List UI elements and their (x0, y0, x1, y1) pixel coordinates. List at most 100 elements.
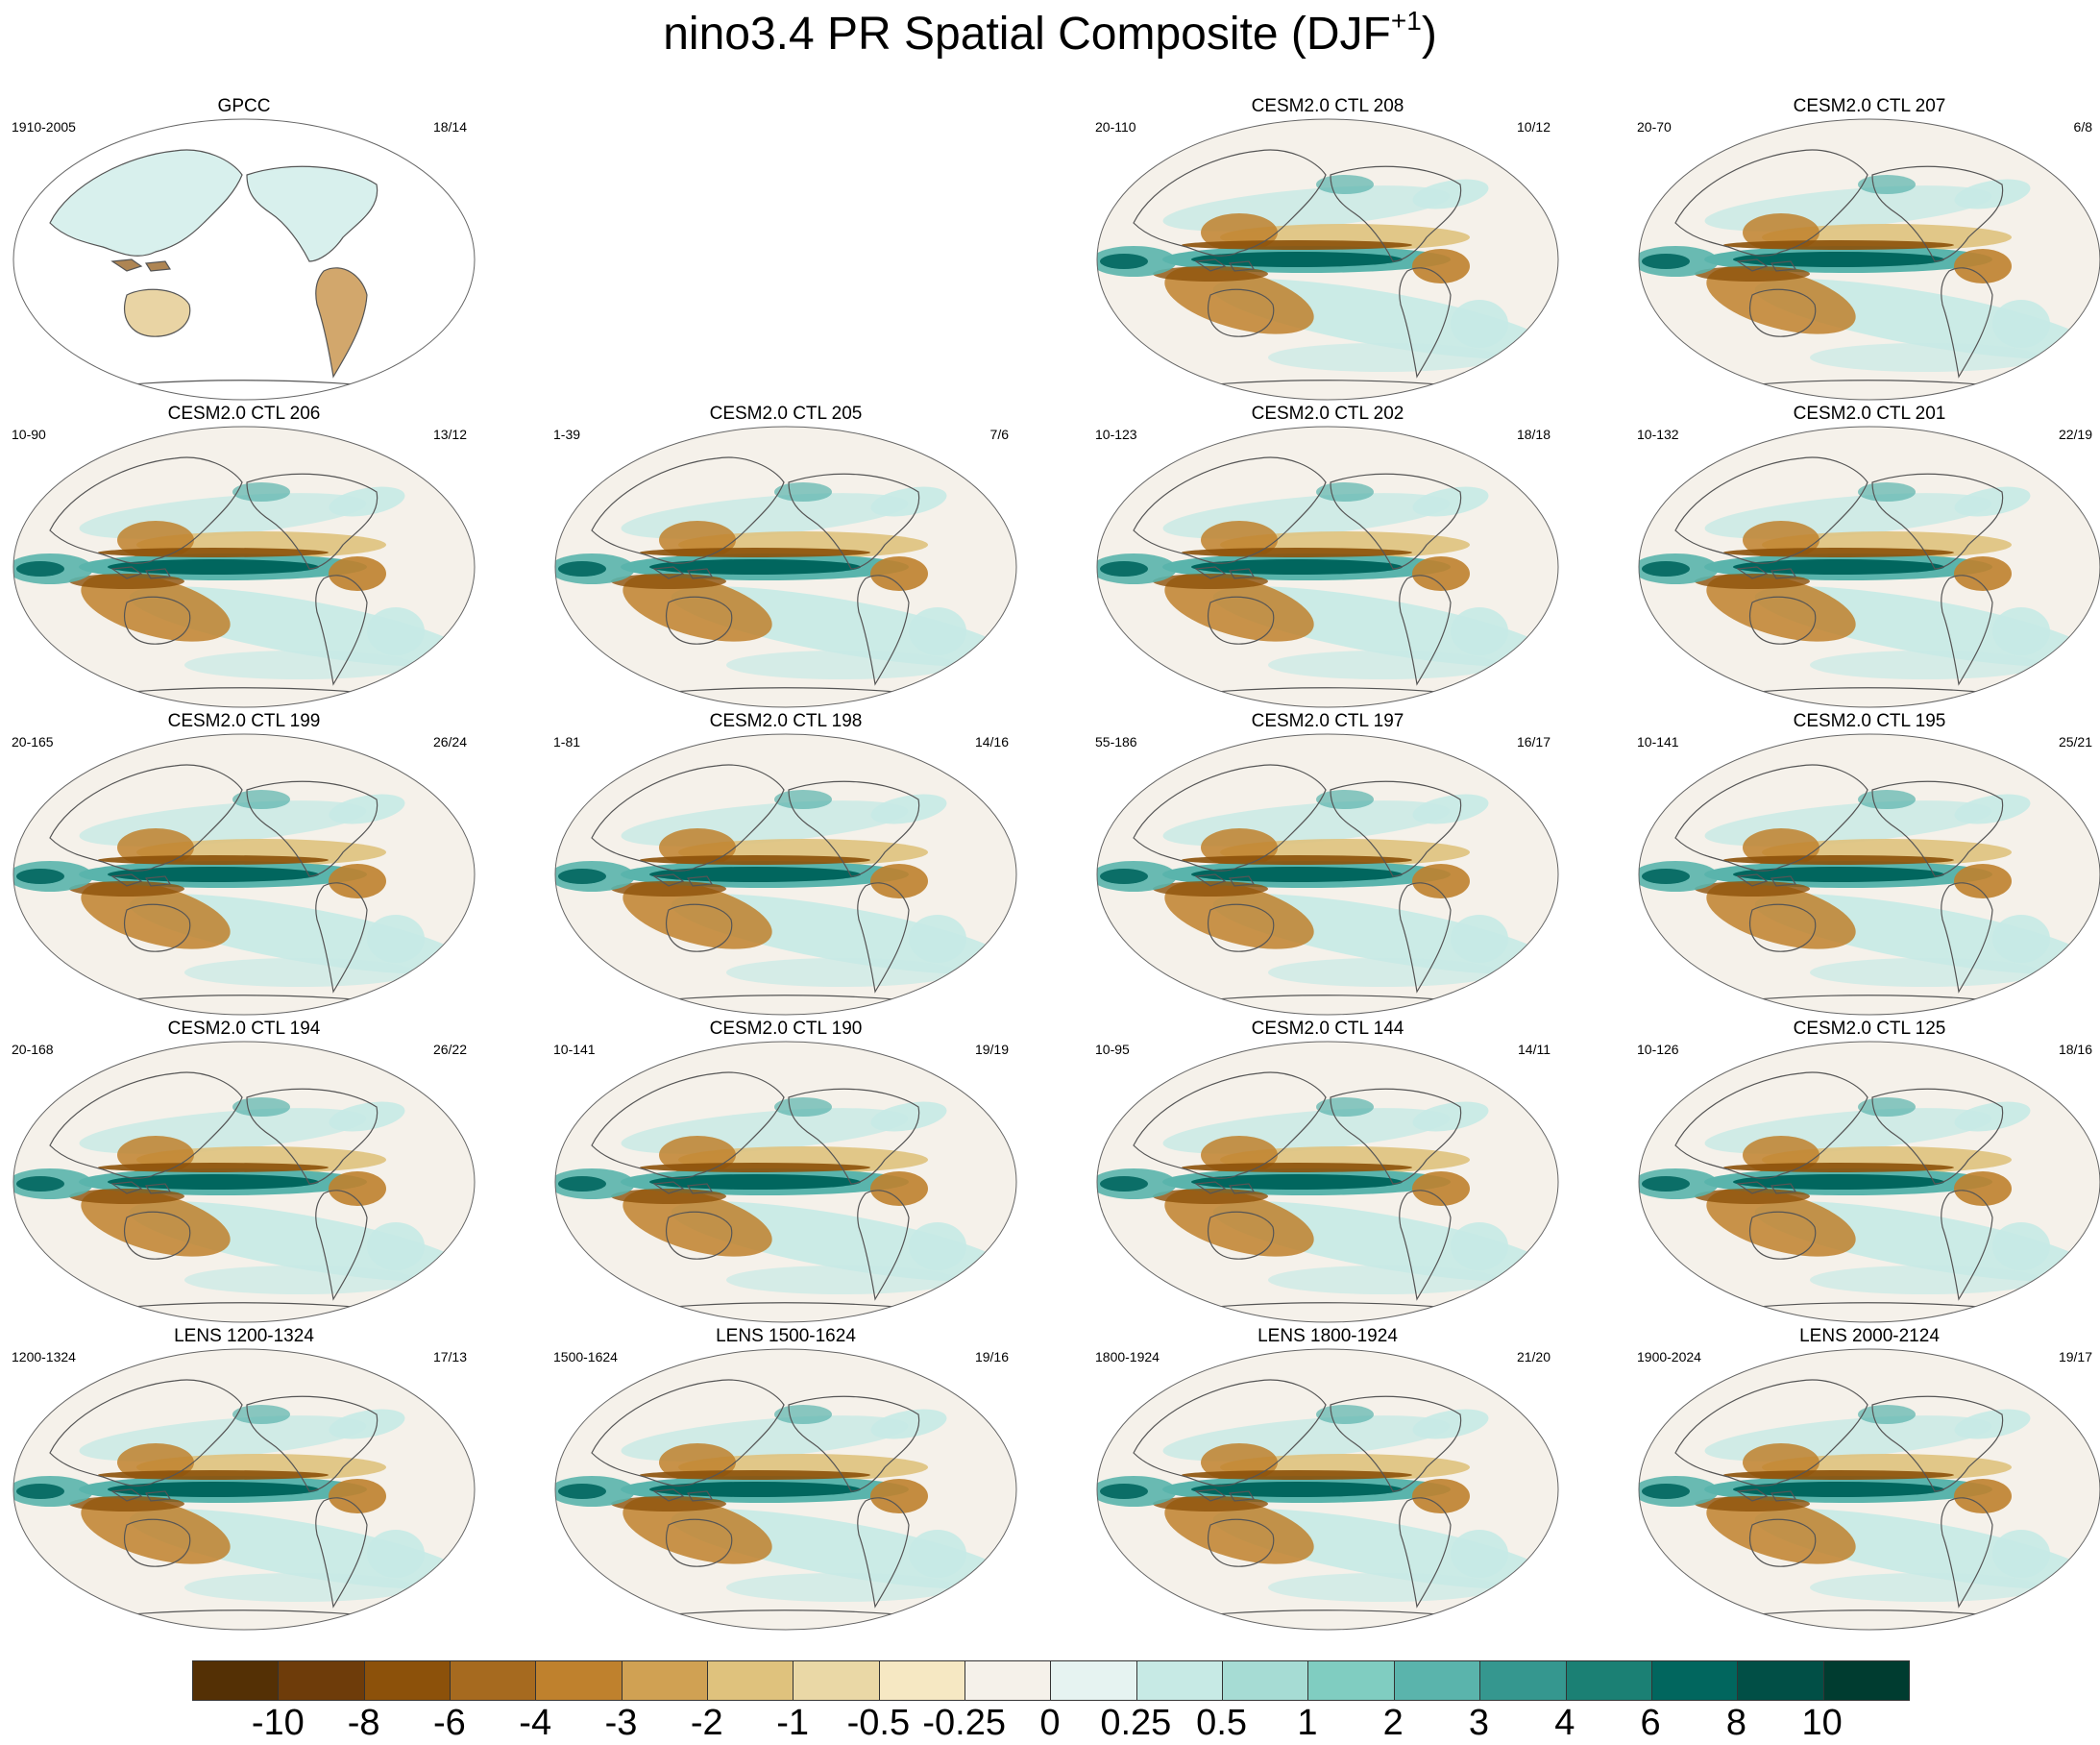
precip-anomaly-region (1810, 1573, 2040, 1602)
coastline-asia (591, 1379, 785, 1487)
precip-anomaly-region (1451, 1530, 1508, 1578)
precip-anomaly-region (16, 1176, 64, 1192)
coastline-namerica (1871, 780, 2004, 877)
precip-anomaly-region (1733, 252, 1944, 267)
colorbar-box (965, 1661, 1052, 1700)
coastline-namerica (788, 780, 920, 877)
precip-anomaly-region (98, 1163, 329, 1172)
precip-anomaly-region (1100, 869, 1148, 884)
precip-anomaly-region (1954, 1171, 2012, 1206)
precip-anomaly-region (1451, 300, 1508, 348)
precip-anomaly-region (623, 1495, 772, 1564)
precip-anomaly-region (1451, 1222, 1508, 1270)
panel-title: LENS 1500-1624 (716, 1326, 856, 1346)
colorbar-tick-label: -6 (432, 1703, 466, 1743)
panel-event-counts: 18/14 (432, 119, 467, 135)
coastline-samerica (1399, 882, 1452, 994)
coastline-asia (1674, 764, 1868, 872)
panel-event-counts: 14/11 (1518, 1042, 1551, 1057)
coastline-australia (1749, 903, 1817, 952)
coastline-australia (1208, 596, 1275, 645)
precip-anomaly-region (108, 559, 319, 575)
coastline-namerica (1330, 780, 1462, 877)
precip-anomaly-region (1706, 573, 1856, 642)
coastline-australia (666, 903, 733, 952)
precip-anomaly-region (1810, 958, 2040, 987)
precip-anomaly-region (1706, 1188, 1856, 1257)
precip-anomaly-region (623, 573, 772, 642)
precip-anomaly-region (1954, 179, 2031, 209)
map-boundary (1638, 426, 2100, 708)
map-panel-ctl207: CESM2.0 CTL 207 20-70 6/8 (1629, 96, 2100, 402)
precip-anomaly-region (1100, 561, 1148, 577)
colorbar-box (708, 1661, 794, 1700)
precip-anomaly-region (1954, 1479, 2012, 1513)
precip-anomaly-region (1268, 1266, 1499, 1294)
panel-title: CESM2.0 CTL 199 (167, 711, 321, 731)
panel-title: CESM2.0 CTL 206 (167, 404, 321, 424)
precip-anomaly-region (16, 1484, 64, 1499)
colorbar-box (279, 1661, 365, 1700)
map-panel-ctl125: CESM2.0 CTL 125 10-126 18/16 (1629, 1019, 2100, 1324)
precip-composite-map (1096, 426, 1559, 708)
precip-anomaly-region (1164, 265, 1314, 334)
precip-anomaly-region (1182, 855, 1412, 865)
precip-anomaly-region (367, 1530, 425, 1578)
coastline-indonesia (1736, 1181, 1797, 1194)
colorbar-box (193, 1661, 280, 1700)
precip-anomaly-region (1992, 1222, 2050, 1270)
colorbar-box (1738, 1661, 1824, 1700)
precip-composite-map (1638, 426, 2100, 708)
precip-anomaly-region (1706, 880, 1856, 949)
map-panel-ctl202: CESM2.0 CTL 202 10-123 18/18 (1087, 404, 1568, 709)
colorbar (192, 1660, 1910, 1701)
colorbar-box (1651, 1661, 1739, 1700)
precip-anomaly-region (81, 880, 231, 949)
coastline-indonesia (1194, 1488, 1256, 1502)
precip-anomaly-region (726, 1573, 957, 1602)
precip-anomaly-region (1723, 1163, 1954, 1172)
precip-anomaly-region (1164, 573, 1314, 642)
precip-anomaly-region (1954, 556, 2012, 591)
coastline-australia (124, 1518, 191, 1567)
panel-year-range: 55-186 (1095, 734, 1137, 750)
precip-composite-map (12, 1348, 476, 1631)
coastline-asia (1674, 1071, 1868, 1179)
precip-anomaly-region (1412, 794, 1489, 824)
panel-event-counts: 26/24 (432, 734, 467, 750)
precip-anomaly-region (1810, 651, 2040, 679)
precip-anomaly-region (1992, 1530, 2050, 1578)
precip-anomaly-region (1642, 254, 1690, 269)
coastline-asia (1133, 764, 1327, 872)
panel-title: CESM2.0 CTL 195 (1793, 711, 1946, 731)
precip-anomaly-region (1268, 343, 1499, 372)
precip-anomaly-region (1954, 249, 2012, 283)
coastline-asia (49, 1071, 243, 1179)
panel-event-counts: 10/12 (1516, 119, 1551, 135)
precip-anomaly-region (623, 880, 772, 949)
precip-anomaly-region (726, 958, 957, 987)
map-panel-lens1200: LENS 1200-1324 1200-1324 17/13 (4, 1326, 484, 1632)
coastline-australia (666, 1518, 733, 1567)
coastline-namerica (788, 473, 920, 570)
map-panel-lens2000: LENS 2000-2124 1900-2024 19/17 (1629, 1326, 2100, 1632)
coastline-asia (1674, 1379, 1868, 1487)
map-boundary (554, 1348, 1017, 1631)
precip-anomaly-region (1268, 651, 1499, 679)
colorbar-tick-label: 0.25 (1100, 1703, 1172, 1743)
precip-anomaly-region (870, 1479, 928, 1513)
precip-anomaly-region (1642, 1176, 1690, 1192)
coastline-samerica (315, 1190, 368, 1301)
colorbar-box (1823, 1661, 1909, 1700)
panel-event-counts: 19/17 (2058, 1349, 2092, 1364)
map-panel-ctl197: CESM2.0 CTL 197 55-186 16/17 (1087, 711, 1568, 1017)
precip-anomaly-region (640, 548, 870, 557)
colorbar-tick-label: 2 (1382, 1703, 1404, 1743)
colorbar-box (1051, 1661, 1137, 1700)
ocean-blank (13, 119, 475, 400)
coastline-indonesia (110, 566, 172, 579)
panel-year-range: 20-168 (12, 1042, 54, 1057)
coastline-australia (1749, 1518, 1817, 1567)
coastline-samerica (1399, 267, 1452, 379)
coastline-indonesia (1736, 566, 1797, 579)
